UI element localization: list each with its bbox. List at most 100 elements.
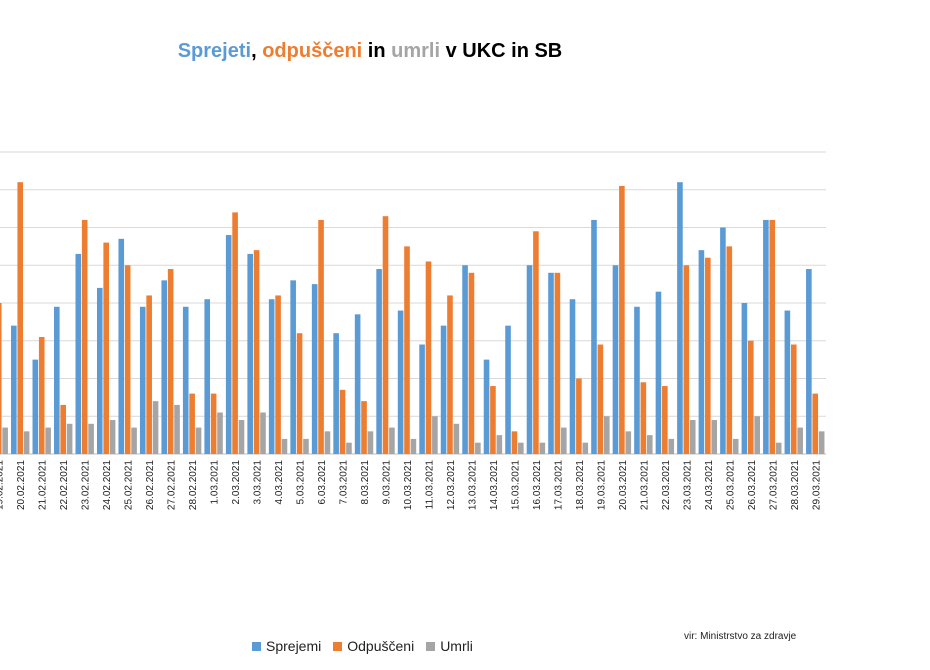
bar-umrli	[23, 431, 30, 454]
bar-umrli	[131, 427, 137, 454]
bar-umrli	[410, 438, 417, 454]
bar-odpueni	[425, 261, 432, 454]
bar-sprejemi	[32, 359, 39, 454]
bar-odpueni	[726, 246, 733, 454]
bar-sprejemi	[677, 182, 683, 454]
legend-item-umrli: Umrli	[426, 638, 473, 654]
x-tick-label: 21.03.2021	[639, 460, 650, 510]
bar-umrli	[238, 420, 245, 454]
bar-umrli	[668, 438, 675, 454]
bar-umrli	[45, 427, 51, 454]
x-tick-label: 5.03.2021	[296, 460, 307, 505]
bar-sprejemi	[247, 253, 253, 454]
bar-odpueni	[124, 265, 131, 454]
bar-sprejemi	[591, 219, 597, 454]
bar-odpueni	[0, 303, 2, 454]
bar-umrli	[152, 401, 159, 454]
bar-umrli	[346, 442, 352, 454]
bar-sprejemi	[419, 344, 425, 454]
bar-umrli	[732, 438, 739, 454]
bar-umrli	[475, 442, 481, 454]
bar-sprejemi	[483, 359, 490, 454]
bar-sprejemi	[655, 291, 662, 454]
bar-umrli	[582, 442, 589, 454]
bar-odpueni	[533, 231, 539, 454]
x-tick-label: 16.03.2021	[532, 460, 543, 510]
bar-odpueni	[597, 344, 604, 454]
legend-item-odpusceni: Odpuščeni	[333, 638, 414, 654]
x-tick-label: 20.02.2021	[16, 460, 27, 510]
x-tick-label: 25.03.2021	[725, 460, 736, 510]
bar-sprejemi	[139, 306, 146, 454]
bar-umrli	[324, 431, 331, 454]
x-tick-label: 12.03.2021	[446, 460, 457, 510]
bar-sprejemi	[526, 265, 533, 454]
bar-odpueni	[404, 246, 410, 454]
bar-sprejemi	[784, 310, 791, 454]
bar-umrli	[217, 412, 223, 454]
bar-umrli	[754, 416, 760, 454]
bar-sprejemi	[376, 269, 382, 454]
x-tick-label: 20.03.2021	[618, 460, 629, 510]
x-tick-label: 19.02.2021	[0, 460, 6, 510]
title-sprejeti: Sprejeti	[177, 40, 252, 62]
bar-sprejemi	[333, 333, 339, 454]
bar-umrli	[281, 438, 288, 454]
bar-odpueni	[812, 393, 819, 454]
bar-umrli	[2, 427, 8, 454]
x-tick-label: 8.03.2021	[360, 460, 371, 505]
x-tick-label: 13.03.2021	[467, 460, 478, 510]
x-tick-label: 9.03.2021	[382, 460, 393, 505]
legend-label-odpusceni: Odpuščeni	[347, 638, 415, 654]
bar-sprejemi	[720, 227, 726, 454]
bar-sprejemi	[548, 272, 554, 454]
bar-sprejemi	[96, 287, 103, 454]
x-tick-label: 17.03.2021	[553, 460, 564, 510]
x-tick-label: 4.03.2021	[274, 460, 285, 505]
bar-odpueni	[60, 404, 67, 454]
bar-sprejemi	[161, 280, 168, 454]
legend-label-sprejemi: Sprejemi	[266, 638, 322, 654]
bar-odpueni	[146, 295, 152, 454]
bar-odpueni	[490, 386, 496, 454]
bar-odpueni	[705, 257, 711, 454]
bar-umrli	[646, 435, 653, 454]
bar-umrli	[518, 442, 524, 454]
x-tick-label: 7.03.2021	[339, 460, 350, 505]
bar-sprejemi	[569, 299, 576, 454]
x-tick-label: 15.03.2021	[510, 460, 521, 510]
bar-odpueni	[81, 219, 88, 454]
bar-umrli	[561, 427, 567, 454]
x-tick-label: 27.03.2021	[768, 460, 779, 510]
bar-odpueni	[361, 401, 367, 454]
bar-odpueni	[275, 295, 281, 454]
bar-odpueni	[554, 272, 561, 454]
bar-odpueni	[769, 219, 776, 454]
bar-odpueni	[103, 242, 109, 454]
bar-sprejemi	[397, 310, 404, 454]
x-tick-label: 23.02.2021	[81, 460, 92, 510]
x-tick-label: 11.03.2021	[424, 460, 435, 510]
bar-sprejemi	[634, 306, 640, 454]
bar-odpueni	[253, 250, 260, 454]
x-tick-label: 10.03.2021	[403, 460, 414, 510]
bar-umrli	[689, 420, 696, 454]
bar-odpueni	[232, 212, 238, 454]
x-tick-label: 24.02.2021	[102, 460, 113, 510]
x-tick-label: 28.03.2021	[790, 460, 801, 510]
x-tick-label: 22.02.2021	[59, 460, 70, 510]
bar-umrli	[496, 435, 503, 454]
legend-swatch-sprejemi	[252, 641, 261, 651]
x-tick-label: 23.03.2021	[682, 460, 693, 510]
title-separator-2: in	[362, 40, 392, 62]
bar-odpueni	[296, 333, 303, 454]
title-umrli: umrli	[391, 40, 441, 62]
x-tick-label: 29.03.2021	[811, 460, 822, 510]
bar-umrli	[88, 423, 94, 454]
bar-sprejemi	[268, 299, 275, 454]
title-odpusceni: odpuščeni	[262, 40, 363, 62]
bar-odpueni	[447, 295, 453, 454]
legend-item-sprejemi: Sprejemi	[252, 638, 321, 654]
bar-sprejemi	[54, 306, 60, 454]
x-tick-label: 27.02.2021	[167, 460, 178, 510]
